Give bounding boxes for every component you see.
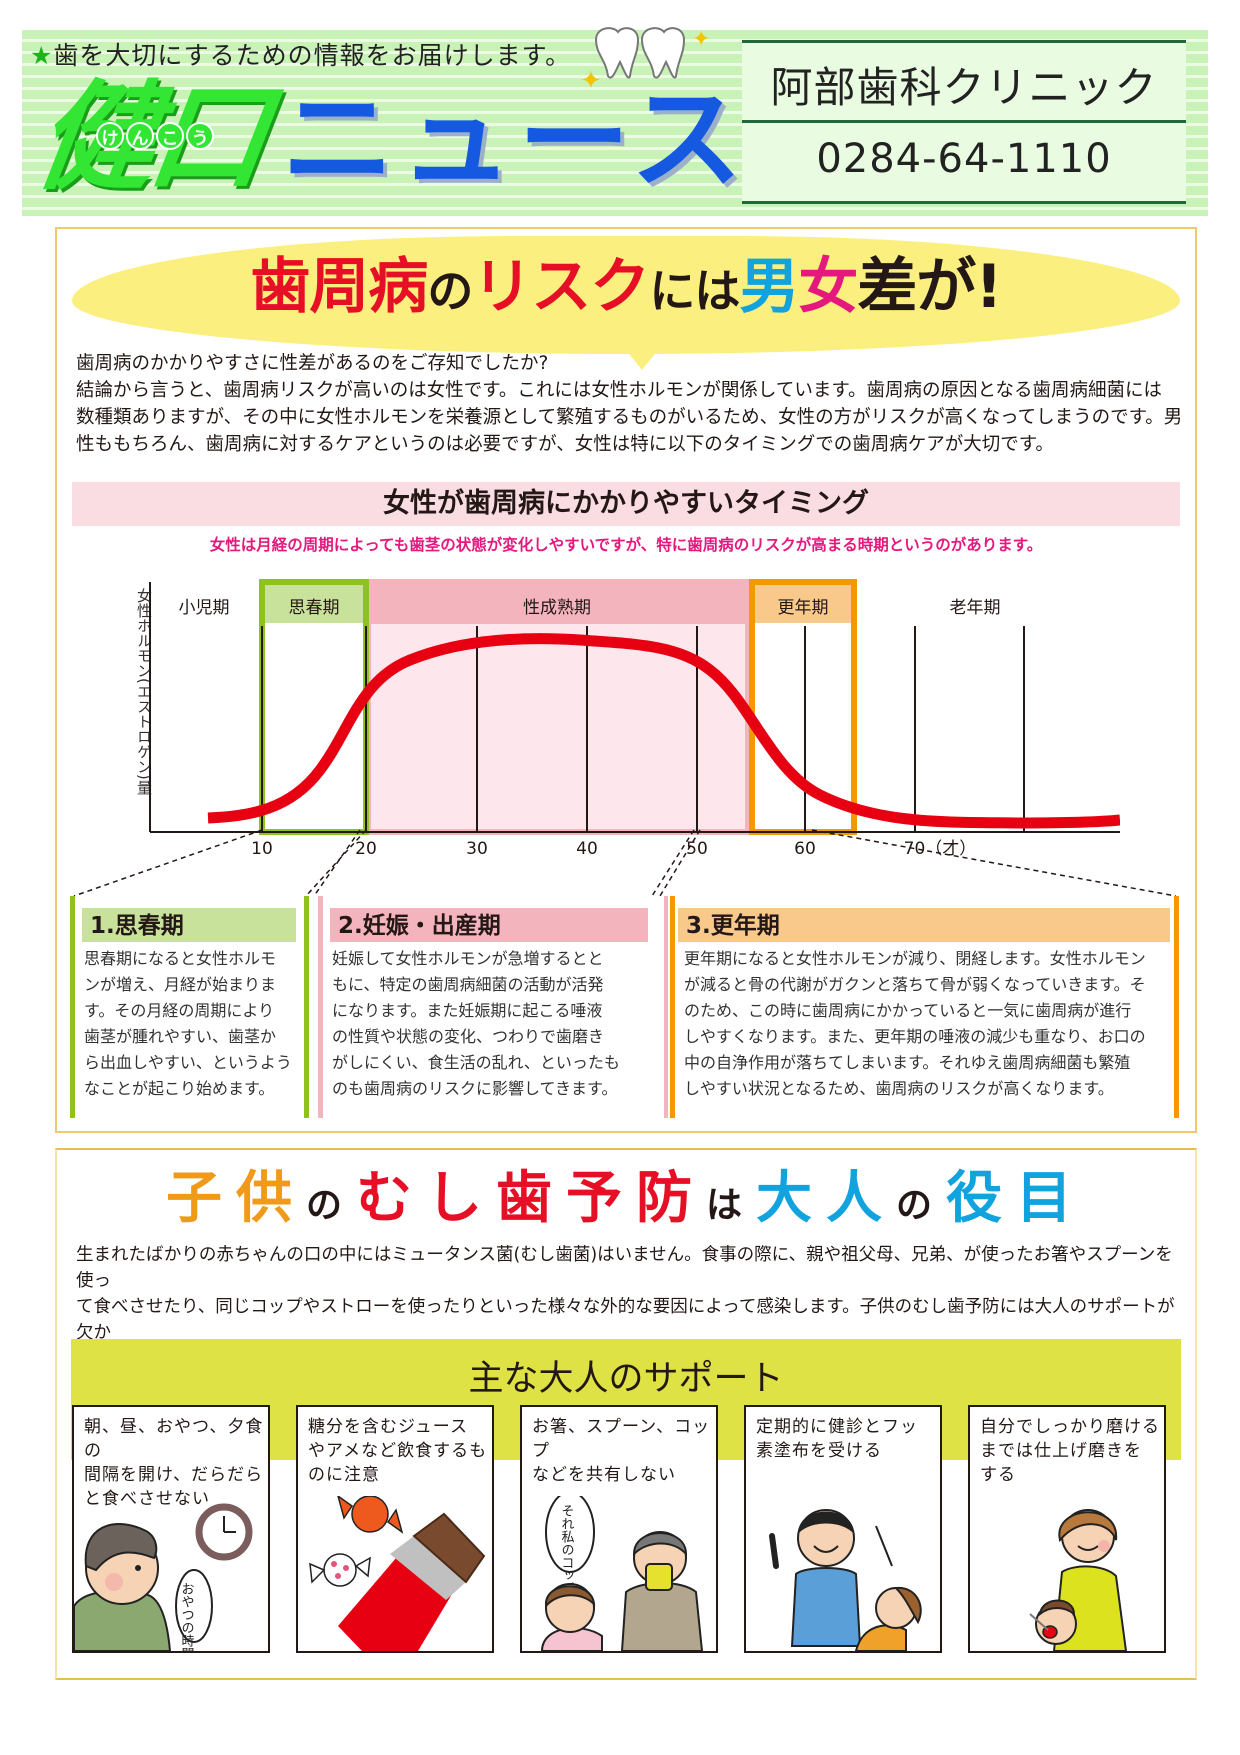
support-header-bar <box>71 1339 1181 1405</box>
svg-text:40: 40 <box>576 839 598 859</box>
support-panel-meal-intervals: 朝、昼、おやつ、夕食の 間隔を開け、だらだら と食べさせない おやつの時間だ <box>72 1405 270 1653</box>
intro-line: 歯周病のかかりやすさに性差があるのをご存知でしたか? <box>76 353 549 374</box>
svg-text:50: 50 <box>686 839 708 859</box>
section1-headline: 歯周病のリスクには男女差が! <box>250 252 1002 322</box>
divider <box>742 120 1186 123</box>
clinic-info-box: 阿部歯科クリニック 0284-64-1110 <box>742 40 1186 204</box>
tagline-text: 歯を大切にするための情報をお届けします。 <box>53 41 572 70</box>
svg-text:20: 20 <box>355 839 377 859</box>
intro-line: て食べさせたり、同じコップやストローを使ったりといった様々な外的な要因によって感… <box>76 1297 1175 1343</box>
headline-bubble <box>72 236 1180 354</box>
card-border <box>670 896 675 1118</box>
svg-text:小児期: 小児期 <box>179 598 230 618</box>
svg-text:10: 10 <box>251 839 273 859</box>
child-cavity-section <box>55 1148 1197 1680</box>
clinic-phone[interactable]: 0284-64-1110 <box>816 136 1112 182</box>
dentist-illustration <box>769 1509 922 1651</box>
svg-text:老年期: 老年期 <box>950 598 1001 618</box>
card-border <box>304 896 309 1118</box>
panel-text: 朝、昼、おやつ、夕食の 間隔を開け、だらだら と食べさせない <box>84 1417 264 1509</box>
card-body: 思春期になると女性ホルモ ンが増え、月経が始まりま す。その月経の周期により 歯茎が腫… <box>84 949 292 1098</box>
ruby-char: け <box>96 122 124 150</box>
timing-card-puberty: 1.思春期 思春期になると女性ホルモ ンが増え、月経が始まりま す。その月経の周期に… <box>70 896 310 1118</box>
hormone-chart: 小児期 思春期 性成熟期 更年期 老年期 10 20 30 40 50 60 7… <box>149 579 1120 859</box>
clinic-name: 阿部歯科クリニック <box>770 63 1158 112</box>
card-border <box>1174 896 1179 1118</box>
timing-title: 女性が歯周病にかかりやすいタイミング <box>72 482 1180 526</box>
svg-text:性成熟期: 性成熟期 <box>523 597 591 618</box>
card-border <box>70 896 75 1118</box>
support-panel-sugar: 糖分を含むジュース やアメなど飲食するも のに注意 <box>296 1405 494 1653</box>
card-title: 3.更年期 <box>678 908 1170 942</box>
panel-text: 定期的に健診とフッ 素塗布を受ける <box>756 1417 918 1461</box>
shared-cup-illustration: それ私のコップ! <box>540 1496 704 1651</box>
svg-text:それ私のコップ!: それ私のコップ! <box>559 1504 575 1600</box>
support-panel-finishing-brush: 自分でしっかり磨ける までは仕上げ磨きを する <box>968 1405 1166 1653</box>
card-body: 更年期になると女性ホルモンが減り、閉経します。女性ホルモン が減ると骨の代謝がガク… <box>684 949 1146 1098</box>
sparkle-icon: ✦ <box>580 66 602 96</box>
card-title: 1.思春期 <box>82 908 296 942</box>
panel-text: 自分でしっかり磨ける までは仕上げ磨きを する <box>980 1417 1160 1485</box>
divider <box>742 201 1186 204</box>
child-clock-illustration: おやつの時間だ <box>74 1503 253 1651</box>
candy-chocolate-illustration <box>309 1496 486 1651</box>
svg-text:思春期: 思春期 <box>289 598 340 618</box>
support-panel-no-sharing: お箸、スプーン、コップ などを共有しない それ私のコップ! <box>520 1405 718 1653</box>
card-border <box>318 896 323 1118</box>
intro-line: 性ももちろん、歯周病に対するケアというのは必要ですが、女性は特に以下のタイミング… <box>76 434 1054 455</box>
logo-news: ニュース <box>282 75 749 205</box>
support-title: 主な大人のサポート <box>468 1359 784 1399</box>
ruby-char: ん <box>126 122 154 150</box>
intro-line: 数種類ありますが、その中に女性ホルモンを栄養源として繁殖するものがいるため、女性… <box>76 407 1183 428</box>
intro-line: 結論から言うと、歯周病リスクが高いのは女性です。これには女性ホルモンが関係してい… <box>76 380 1162 401</box>
bubble-tail <box>618 340 666 370</box>
star-icon: ★ <box>30 41 54 70</box>
card-body: 妊娠して女性ホルモンが急増するとと もに、特定の歯周病細菌の活動が活発 になります。… <box>332 949 620 1098</box>
timing-subtitle: 女性は月経の周期によっても歯茎の状態が変化しやすいですが、特に歯周病のリスクが高… <box>209 536 1043 554</box>
timing-card-menopause: 3.更年期 更年期になると女性ホルモンが減り、閉経します。女性ホルモン が減ると骨… <box>664 896 1180 1118</box>
svg-text:更年期: 更年期 <box>778 598 829 618</box>
mother-brushing-illustration <box>1029 1509 1128 1651</box>
intro-line: 生まれたばかりの赤ちゃんの口の中にはミュータンス菌(むし歯菌)はいません。食事の… <box>76 1245 1173 1291</box>
logo-ruby: け ん こ う <box>96 122 214 150</box>
section1-intro: 歯周病のかかりやすさに性差があるのをご存知でしたか? 結論から言うと、歯周病リス… <box>76 350 1186 458</box>
svg-text:60: 60 <box>794 839 816 859</box>
card-border <box>664 896 668 1118</box>
support-panel-checkup: 定期的に健診とフッ 素塗布を受ける <box>744 1405 942 1653</box>
ruby-char: う <box>186 122 214 150</box>
periodontal-section <box>55 227 1197 1133</box>
ruby-char: こ <box>156 122 184 150</box>
chart-y-label: 女性ホルモン(エストロゲン)量 <box>135 588 153 795</box>
svg-text:おやつの時間だ: おやつの時間だ <box>179 1582 195 1651</box>
svg-text:✦: ✦ <box>692 27 710 52</box>
panel-text: お箸、スプーン、コップ などを共有しない <box>532 1417 711 1485</box>
svg-text:70（才）: 70（才） <box>904 839 977 859</box>
svg-text:30: 30 <box>466 839 488 859</box>
divider <box>742 40 1186 43</box>
panel-text: 糖分を含むジュース やアメなど飲食するも のに注意 <box>308 1417 488 1485</box>
card-title: 2.妊娠・出産期 <box>330 908 648 942</box>
timing-card-pregnancy: 2.妊娠・出産期 妊娠して女性ホルモンが急増するとと もに、特定の歯周病細菌の活動… <box>318 896 658 1118</box>
tooth-icon: ✦ <box>594 27 710 79</box>
section2-title: 子供のむし歯予防は大人の役目 <box>165 1166 1087 1231</box>
tagline: ★歯を大切にするための情報をお届けします。 <box>30 36 571 72</box>
connector-lines <box>73 829 1177 897</box>
